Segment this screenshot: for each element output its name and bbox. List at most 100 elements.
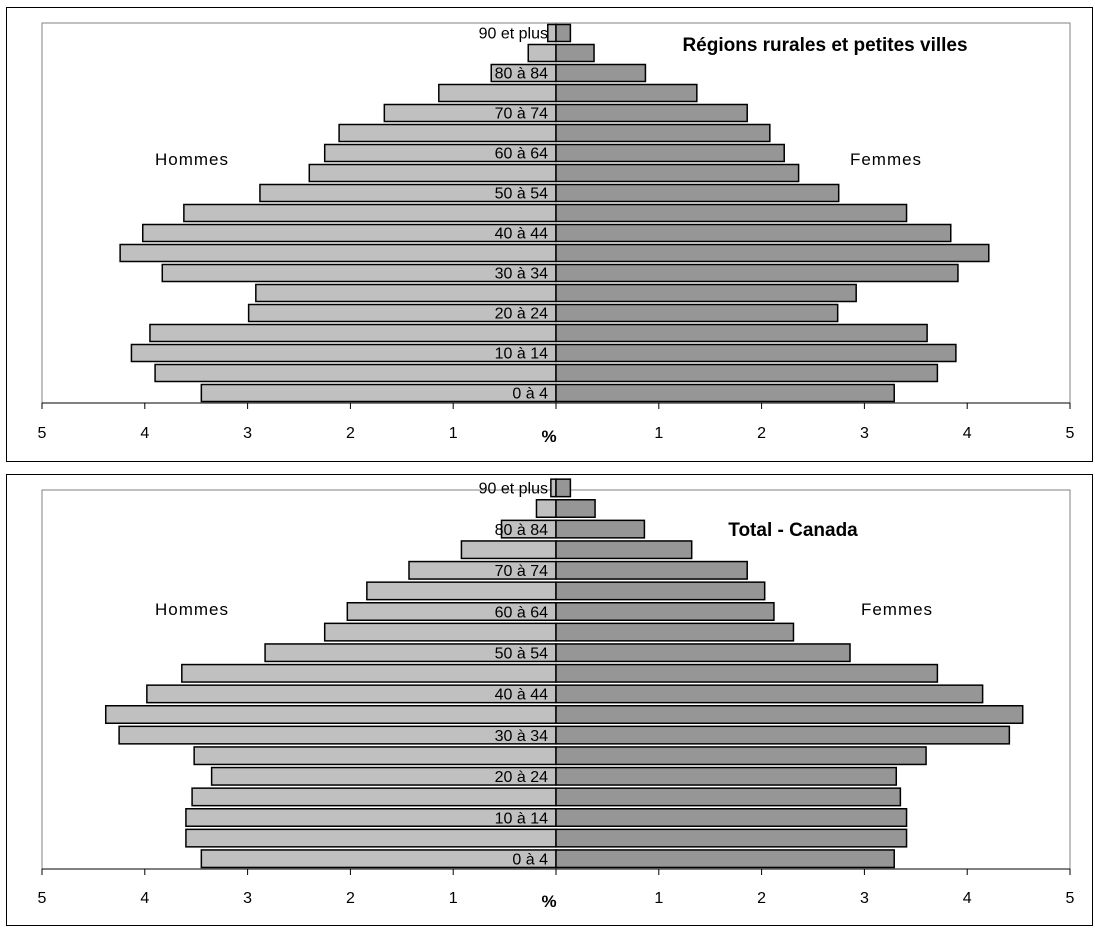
bar-femmes (555, 143, 785, 163)
category-label: 50 à 54 (495, 186, 548, 203)
category-label: 80 à 84 (495, 522, 548, 539)
bar-femmes (555, 43, 595, 63)
bar-femmes (555, 123, 771, 143)
x-axis-label: % (541, 892, 556, 911)
x-tick-label: 3 (860, 425, 869, 442)
category-label: 40 à 44 (495, 226, 548, 243)
x-tick-label: 1 (449, 425, 458, 442)
category-label: 90 et plus (479, 481, 548, 498)
bar-femmes (555, 303, 839, 323)
bar-femmes (555, 343, 957, 363)
bar-femmes (555, 363, 939, 383)
x-tick-label: 3 (243, 890, 252, 907)
pyramid-chart-rural-svg: 0 à 4 10 à 14 20 à 24 30 à 34 40 à 44 50 à 54… (38, 22, 1075, 446)
bar-femmes (555, 263, 959, 283)
category-label: 10 à 14 (495, 346, 548, 363)
bar-hommes (104, 705, 557, 724)
chart-title: Régions rurales et petites villes (682, 35, 967, 56)
x-tick-label: 2 (757, 425, 766, 442)
category-label: 40 à 44 (495, 687, 548, 704)
x-tick-label: 2 (346, 425, 355, 442)
category-label: 80 à 84 (495, 66, 548, 83)
category-label: 60 à 64 (495, 146, 548, 163)
bar-femmes (555, 849, 895, 869)
bar-femmes (555, 499, 596, 518)
bar-femmes (555, 63, 647, 83)
x-tick-label: 3 (243, 425, 252, 442)
category-label: 0 à 4 (512, 386, 548, 403)
category-label: 20 à 24 (495, 769, 548, 786)
x-tick-label: 3 (860, 890, 869, 907)
bar-femmes (555, 540, 693, 560)
bar-hommes (183, 203, 557, 223)
bar-hommes (366, 581, 557, 601)
bar-hommes (200, 383, 557, 403)
bar-femmes (555, 705, 1024, 724)
bar-hommes (191, 787, 557, 807)
bar-hommes (323, 622, 557, 642)
chart-title: Total - Canada (728, 520, 858, 541)
bar-femmes (555, 103, 748, 123)
bar-hommes (535, 499, 557, 518)
bar-hommes (118, 725, 557, 745)
bar-femmes (555, 223, 952, 243)
bar-femmes (555, 323, 928, 343)
bar-femmes (555, 622, 795, 642)
bar-hommes (550, 478, 557, 498)
bar-femmes (555, 478, 572, 498)
bar-femmes (555, 725, 1011, 745)
bar-hommes (154, 363, 557, 383)
bar-femmes (555, 23, 572, 43)
bar-femmes (555, 519, 646, 539)
series-label-femmes: Femmes (850, 150, 922, 169)
category-label: 60 à 64 (495, 604, 548, 621)
x-tick-label: 4 (140, 890, 149, 907)
bar-hommes (193, 746, 557, 766)
pyramid-chart-rural: 0 à 4 10 à 14 20 à 24 30 à 34 40 à 44 50 à 54… (6, 7, 1093, 462)
bar-femmes (555, 663, 939, 683)
x-tick-label: 2 (757, 890, 766, 907)
bar-hommes (185, 828, 557, 848)
bar-femmes (555, 808, 908, 827)
bar-hommes (547, 23, 557, 43)
bar-femmes (555, 766, 898, 786)
bar-hommes (255, 283, 557, 303)
bar-femmes (555, 183, 840, 203)
x-tick-label: 5 (38, 425, 47, 442)
bar-hommes (181, 663, 557, 683)
category-label: 70 à 74 (495, 563, 548, 580)
bar-hommes (460, 540, 557, 560)
x-axis-label: % (541, 427, 556, 446)
category-label: 30 à 34 (495, 728, 548, 745)
bar-femmes (555, 203, 908, 223)
category-label: 0 à 4 (512, 851, 548, 868)
bar-femmes (555, 746, 927, 766)
bar-femmes (555, 283, 857, 303)
bar-femmes (555, 602, 775, 621)
bar-femmes (555, 787, 902, 807)
bar-hommes (338, 123, 557, 143)
x-tick-label: 4 (140, 425, 149, 442)
series-label-hommes: Hommes (155, 150, 229, 169)
bar-femmes (555, 83, 698, 103)
x-tick-label: 2 (346, 890, 355, 907)
x-tick-label: 1 (654, 890, 663, 907)
category-label: 50 à 54 (495, 645, 548, 662)
series-label-femmes: Femmes (861, 600, 933, 619)
bar-hommes (130, 343, 557, 363)
pyramid-chart-canada-svg: 0 à 4 10 à 14 20 à 24 30 à 34 40 à 44 50 à 54… (38, 478, 1075, 911)
bar-hommes (527, 43, 557, 63)
bar-hommes (119, 243, 557, 263)
bar-femmes (555, 828, 908, 848)
bar-femmes (555, 560, 748, 580)
category-label: 30 à 34 (495, 266, 548, 283)
bar-femmes (555, 243, 990, 263)
bar-hommes (200, 849, 557, 869)
category-label: 70 à 74 (495, 106, 548, 123)
bar-hommes (149, 323, 557, 343)
x-tick-label: 4 (963, 425, 972, 442)
x-tick-label: 5 (1066, 890, 1075, 907)
x-tick-label: 1 (449, 890, 458, 907)
series-label-hommes: Hommes (155, 600, 229, 619)
bar-hommes (438, 83, 557, 103)
